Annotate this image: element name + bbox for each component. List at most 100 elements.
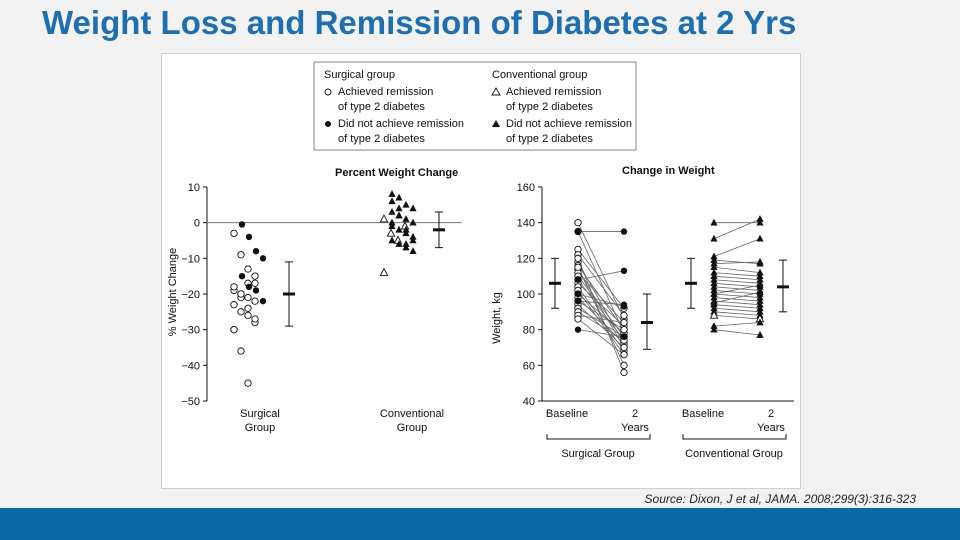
right-pair-line [577,279,625,341]
right-point-2yr [756,297,764,304]
left-point [379,214,389,223]
right-bracket-conventional [682,434,787,440]
right-y-tick-label: 160 [517,182,535,194]
right-point-baseline [710,279,718,287]
left-y-tick-label: −20 [181,289,200,301]
left-point [244,304,252,312]
right-point-baseline [710,286,718,294]
right-pair-line [713,238,761,257]
left-y-tick-label: 10 [188,182,200,194]
right-pair-line [577,297,625,345]
left-point [237,347,245,355]
right-point-2yr [620,343,628,352]
right-pair-line [713,261,761,265]
right-point-2yr [756,300,764,308]
right-point-baseline [710,218,718,226]
right-y-ticks: 160 140 120 100 80 60 40 [517,182,542,408]
legend-conv-achieved-2: of type 2 diabetes [506,101,593,113]
left-point [402,225,410,233]
left-point [244,311,252,320]
right-pair-line [577,300,625,306]
right-point-2yr [620,301,628,308]
right-pair-line [577,283,625,327]
left-point [245,233,253,241]
left-point [251,279,259,287]
left-point [244,265,252,273]
right-pair-line [713,329,761,336]
left-point [230,301,238,309]
right-pair-line [577,270,625,281]
right-point-baseline [574,290,582,298]
left-point [244,293,252,302]
left-point [402,240,410,247]
left-point [244,379,252,387]
right-point-baseline [710,259,718,267]
left-point [402,215,410,222]
right-point-2yr [756,257,764,265]
left-y-ticks: 10 0 −10 −20 −30 −40 −50 [181,182,207,408]
left-y-tick-label: −40 [181,360,200,372]
right-pair-line [577,268,625,348]
right-point-baseline [710,252,718,260]
legend-box [313,61,637,151]
right-pair-line [577,329,625,338]
right-summary-bars [549,257,789,350]
left-point [388,222,396,230]
left-point [252,287,260,294]
left-summary-bars [283,211,445,327]
right-chart: Change in Weight Weight, kg 160 140 120 100… [491,165,794,460]
right-x-label-conv-2-2: Years [757,422,785,434]
left-point [402,243,410,251]
right-pair-line [713,307,761,313]
legend-filled-circle-icon [325,121,331,127]
right-point-2yr [620,326,628,334]
left-data-points [230,190,417,387]
legend-surg-achieved-2: of type 2 diabetes [338,101,425,113]
right-y-axis-label: Weight, kg [491,292,503,344]
right-x-label-conv-baseline: Baseline [682,408,724,420]
right-point-baseline [574,315,582,323]
right-pair-line [713,297,761,302]
left-x-label-conventional-1: Conventional [380,408,444,420]
right-point-2yr [620,228,628,235]
right-point-2yr [756,215,764,222]
right-point-baseline [710,298,718,306]
right-y-tick-label: 40 [523,396,535,408]
left-point [409,247,417,254]
left-point [402,200,410,208]
right-pair-line [577,272,625,323]
legend-filled-triangle-icon [492,120,500,127]
left-y-tick-label: −50 [181,396,200,408]
left-point [252,248,260,255]
right-data-points [574,215,765,377]
right-point-baseline [710,293,718,301]
right-x-label-surg-baseline: Baseline [546,408,588,420]
right-point-baseline [574,254,582,262]
left-x-label-surgical-1: Surgical [240,408,280,420]
right-point-baseline [710,272,718,279]
left-point [251,315,259,323]
right-pair-line [713,286,761,291]
right-pair-line [713,272,761,277]
footer-bar [0,508,960,540]
left-point [388,236,396,244]
legend-surg-not-2: of type 2 diabetes [338,133,425,145]
right-point-baseline [710,322,718,329]
right-point-baseline [574,219,582,227]
source-citation: Source: Dixon, J et al, JAMA. 2008;299(3… [644,492,916,506]
left-point [237,251,245,259]
legend-conventional-header: Conventional group [492,69,587,81]
legend-conv-not-1: Did not achieve remission [506,118,632,130]
right-group-label-surgical: Surgical Group [561,448,634,460]
left-point [238,221,246,228]
left-point [388,197,396,205]
right-pair-line [713,218,761,240]
left-point [395,240,403,247]
right-point-2yr [756,293,764,301]
left-point [409,232,417,240]
left-point [230,326,238,334]
right-point-2yr [620,350,628,359]
left-point [237,308,245,316]
right-point-baseline [710,234,718,242]
left-chart-title: Percent Weight Change [335,167,458,179]
